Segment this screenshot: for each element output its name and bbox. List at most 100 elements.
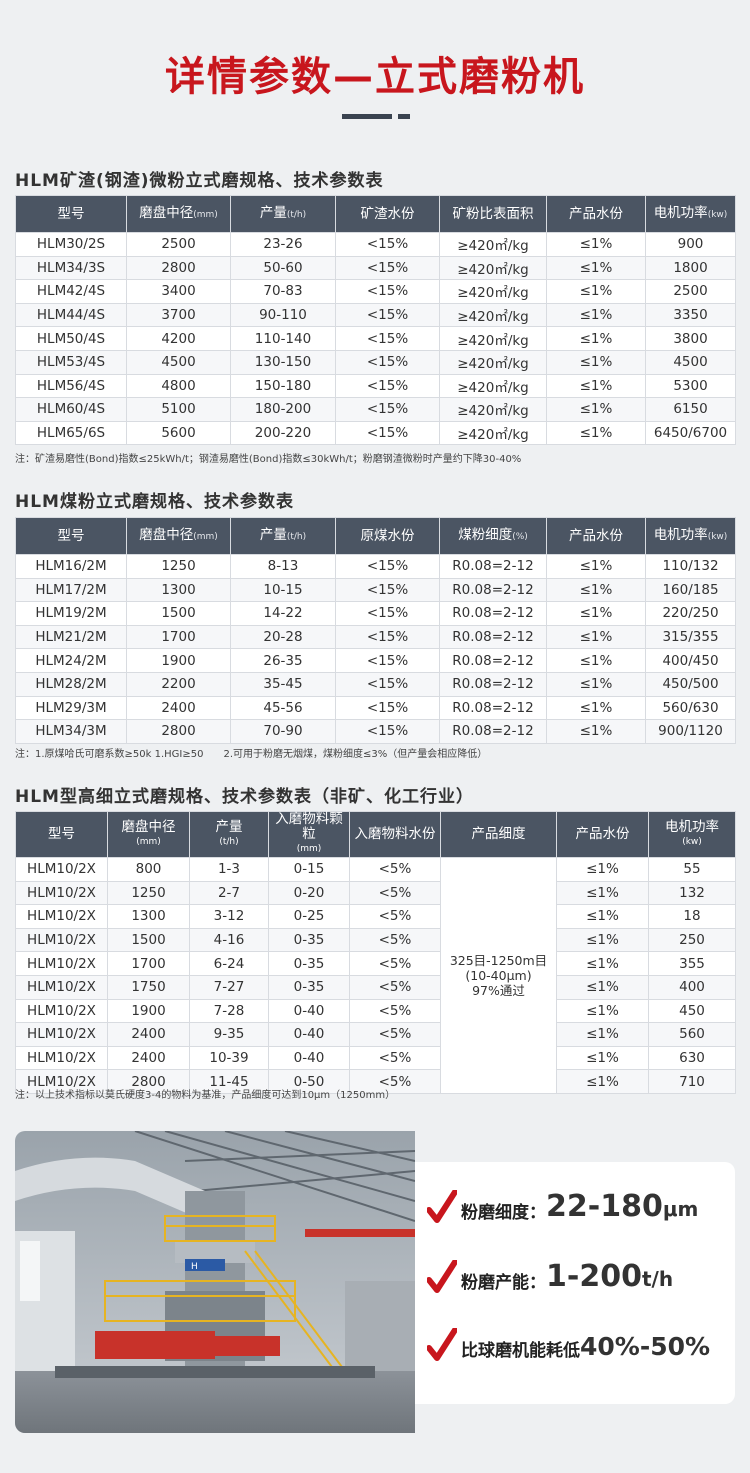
feature-value: 1-200t/h: [546, 1259, 674, 1294]
table-cell: 1300: [126, 577, 231, 603]
table-cell: HLM16/2M: [15, 554, 127, 579]
table-cell: 2200: [126, 671, 231, 697]
table-cell: HLM10/2X: [15, 1069, 108, 1094]
table-cell: <15%: [335, 719, 440, 744]
table-cell: ≥420㎡/kg: [439, 302, 547, 328]
fine-spec-table: 型号 磨盘中径 (mm) 产量 (t/h) 入磨物料颗粒 (mm) 入磨物料水份 产品细度 产品水…: [15, 811, 736, 1094]
table-cell: ≤1%: [546, 624, 646, 650]
table-cell: ≤1%: [556, 1022, 649, 1047]
table-row: HLM65/6S 5600 200-220 <15% ≥420㎡/kg ≤1% 6450/6…: [15, 420, 736, 446]
table-cell: 1500: [126, 601, 231, 626]
table-cell: HLM34/3S: [15, 255, 127, 281]
table-cell: ≤1%: [546, 255, 646, 281]
table-row: HLM10/2X 2800 11-45 0-50 <5% ≤1% 710: [15, 1069, 736, 1094]
column-header: 型号: [15, 195, 127, 233]
table-row: HLM53/4S 4500 130-150 <15% ≥420㎡/kg ≤1% 4500: [15, 349, 736, 375]
column-header: 产品水份: [556, 811, 649, 858]
table-row: HLM30/2S 2500 23-26 <15% ≥420㎡/kg ≤1% 900: [15, 232, 736, 257]
table-cell: 3400: [126, 279, 231, 304]
table-cell: 220/250: [645, 601, 736, 626]
table-cell: 2500: [645, 279, 736, 304]
table-cell: ≤1%: [556, 974, 649, 1000]
table-cell: R0.08=2-12: [439, 719, 547, 744]
column-header: 矿粉比表面积: [439, 195, 547, 233]
table-cell: 0-50: [268, 1069, 350, 1094]
table-cell: 45-56: [230, 695, 336, 721]
column-header: 磨盘中径(mm): [107, 811, 190, 858]
table-cell: 2-7: [189, 880, 269, 906]
table-cell: 3350: [645, 302, 736, 328]
table-cell: 50-60: [230, 255, 336, 281]
table-row: HLM50/4S 4200 110-140 <15% ≥420㎡/kg ≤1% 3800: [15, 326, 736, 351]
table-cell: 800: [107, 857, 190, 882]
table-cell: ≥420㎡/kg: [439, 420, 547, 446]
column-header: 矿渣水份: [335, 195, 440, 233]
table-row: HLM34/3M 2800 70-90 <15% R0.08=2-12 ≤1% 900/11…: [15, 719, 736, 744]
coal-spec-table: 型号 磨盘中径(mm) 产量(t/h) 原煤水份 煤粉细度(%) 产品水份 电机功率(kw)…: [15, 517, 736, 744]
table-cell: <15%: [335, 624, 440, 650]
column-header: 原煤水份: [335, 517, 440, 555]
table-cell: HLM10/2X: [15, 1022, 108, 1047]
table-cell: HLM10/2X: [15, 880, 108, 906]
table-row: HLM10/2X 1700 6-24 0-35 <5% ≤1% 355: [15, 951, 736, 976]
table-cell: <5%: [349, 1045, 441, 1071]
table-cell: 900: [645, 232, 736, 257]
table-cell: 20-28: [230, 624, 336, 650]
table1-note: 注：矿渣易磨性(Bond)指数≤25kWh/t；钢渣易磨性(Bond)指数≤30…: [15, 454, 522, 465]
table-cell: 110-140: [230, 326, 336, 351]
table-cell: HLM21/2M: [15, 624, 127, 650]
table-cell: HLM10/2X: [15, 998, 108, 1024]
table-cell: HLM10/2X: [15, 1045, 108, 1071]
table-cell: 4500: [645, 349, 736, 375]
table-cell: ≤1%: [556, 951, 649, 976]
table-cell: 7-27: [189, 974, 269, 1000]
table-cell: 0-15: [268, 857, 350, 882]
table-row: HLM21/2M 1700 20-28 <15% R0.08=2-12 ≤1% 315/35…: [15, 624, 736, 650]
table-row: HLM44/4S 3700 90-110 <15% ≥420㎡/kg ≤1% 3350: [15, 302, 736, 328]
table-cell: ≤1%: [546, 373, 646, 399]
table-cell: HLM50/4S: [15, 326, 127, 351]
table-row: HLM19/2M 1500 14-22 <15% R0.08=2-12 ≤1% 220/25…: [15, 601, 736, 626]
table-cell: 132: [648, 880, 736, 906]
column-header: 产量(t/h): [230, 517, 336, 555]
table-cell: ≤1%: [556, 1069, 649, 1094]
table-cell: ≥420㎡/kg: [439, 349, 547, 375]
table-cell: <15%: [335, 695, 440, 721]
table-cell: 5600: [126, 420, 231, 446]
table-cell: HLM10/2X: [15, 904, 108, 929]
mill-logo: H: [191, 1262, 198, 1272]
table-row: HLM28/2M 2200 35-45 <15% R0.08=2-12 ≤1% 450/50…: [15, 671, 736, 697]
table-cell: 2400: [107, 1022, 190, 1047]
table-cell: HLM56/4S: [15, 373, 127, 399]
table-cell: HLM34/3M: [15, 719, 127, 744]
table2-heading: HLM煤粉立式磨规格、技术参数表: [15, 492, 294, 512]
table-cell: ≤1%: [546, 601, 646, 626]
table-cell: 2800: [126, 255, 231, 281]
table-cell: HLM24/2M: [15, 648, 127, 673]
feature-value: 22-180μm: [546, 1189, 699, 1224]
table-cell: R0.08=2-12: [439, 648, 547, 673]
feature-capacity: 粉磨产能： 1-200t/h: [427, 1260, 673, 1296]
table-cell: 10-39: [189, 1045, 269, 1071]
page-title: 详情参数—立式磨粉机: [165, 54, 585, 100]
table-cell: 160/185: [645, 577, 736, 603]
column-header: 磨盘中径(mm): [126, 195, 231, 233]
table-cell: 0-40: [268, 1045, 350, 1071]
table-cell: ≤1%: [546, 349, 646, 375]
table-cell: 35-45: [230, 671, 336, 697]
table-row: HLM10/2X 1750 7-27 0-35 <5% ≤1% 400: [15, 974, 736, 1000]
table-cell: 1250: [107, 880, 190, 906]
table-cell: 400/450: [645, 648, 736, 673]
table-cell: 0-35: [268, 927, 350, 953]
table-cell: <5%: [349, 857, 441, 882]
table-cell: ≤1%: [546, 648, 646, 673]
table-cell: 5100: [126, 397, 231, 422]
table-cell: HLM44/4S: [15, 302, 127, 328]
table-row: HLM10/2X 2400 10-39 0-40 <5% ≤1% 630: [15, 1045, 736, 1071]
table-cell: <15%: [335, 302, 440, 328]
table-cell: 1700: [107, 951, 190, 976]
table-cell: 150-180: [230, 373, 336, 399]
table-cell: 0-35: [268, 951, 350, 976]
table-cell: 6450/6700: [645, 420, 736, 446]
table-cell: 1300: [107, 904, 190, 929]
